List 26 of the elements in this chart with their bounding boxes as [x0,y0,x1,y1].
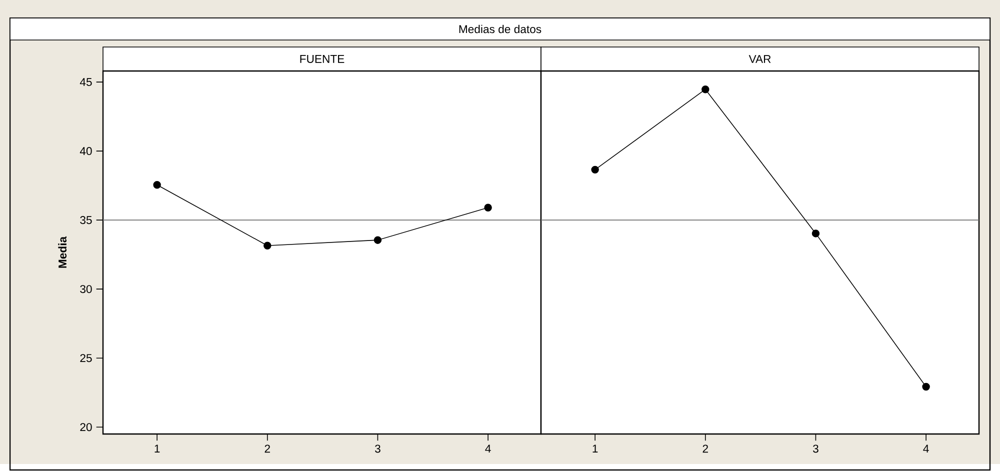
x-tick-label: 4 [923,444,929,453]
point [922,383,930,391]
chart-title: Medias de datos [459,25,542,34]
y-tick-label: 45 [80,78,92,86]
x-tick-label: 3 [813,444,818,453]
y-axis-title: Media [58,236,67,268]
point [591,166,599,174]
chart-subtitle: VAR [748,55,771,64]
y-tick-label: 35 [80,216,92,224]
point [153,181,161,189]
point [374,236,382,244]
point [812,230,820,238]
x-tick-label: 4 [485,444,491,453]
x-tick-label: 1 [592,444,598,453]
point [484,204,492,212]
y-tick-label: 25 [80,354,92,362]
y-tick-label: 40 [80,147,92,156]
y-tick-label: 20 [80,423,92,432]
point [702,86,710,94]
x-tick-label: 2 [264,444,270,453]
chart-subtitle: FUENTE [300,55,344,64]
x-tick-label: 3 [375,444,380,453]
x-tick-label: 2 [702,444,708,453]
x-tick-label: 1 [154,444,160,453]
point [264,242,272,250]
y-tick-label: 30 [80,285,92,294]
